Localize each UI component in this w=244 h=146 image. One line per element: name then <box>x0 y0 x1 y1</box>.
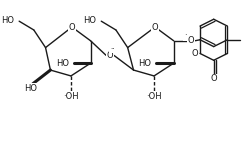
Text: HO: HO <box>83 16 96 25</box>
Text: HO: HO <box>56 59 69 68</box>
Text: O: O <box>107 51 113 60</box>
Text: ·OH: ·OH <box>63 92 79 101</box>
Text: O: O <box>210 74 217 83</box>
Text: HO: HO <box>1 16 14 25</box>
Text: HO: HO <box>24 84 37 93</box>
Text: ··: ·· <box>110 47 114 53</box>
Text: O: O <box>107 51 113 60</box>
Text: O: O <box>69 22 75 32</box>
Text: O: O <box>192 49 198 58</box>
Text: O: O <box>152 22 158 32</box>
Text: O: O <box>188 36 194 45</box>
Text: ·OH: ·OH <box>146 92 162 101</box>
Text: ··: ·· <box>110 46 114 52</box>
Text: HO: HO <box>138 59 151 68</box>
Text: ·: · <box>184 31 187 40</box>
